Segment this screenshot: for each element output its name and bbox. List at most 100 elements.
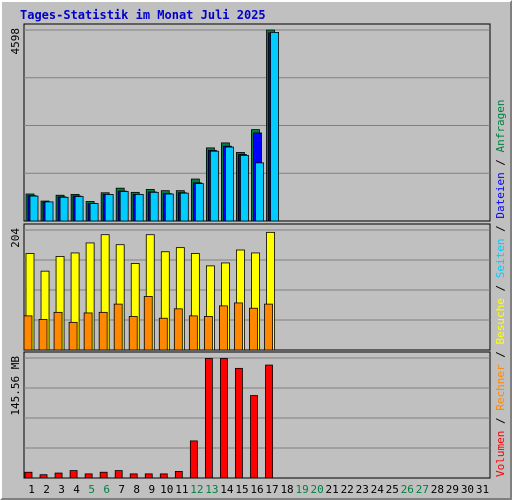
bar-rechner-day-6 <box>98 311 108 351</box>
x-tick-label: 17 <box>265 483 278 496</box>
x-tick-label: 5 <box>88 483 95 496</box>
bar-seiten-day-11 <box>179 192 189 222</box>
bar-volumen-day-4 <box>69 470 78 479</box>
x-tick-label: 1 <box>28 483 35 496</box>
x-tick-label: 13 <box>205 483 218 496</box>
x-tick-label: 27 <box>416 483 429 496</box>
bar-seiten-day-12 <box>194 183 204 222</box>
legend-item-2: Rechner <box>494 364 507 411</box>
bar-volumen-day-8 <box>129 473 138 479</box>
bar-volumen-day-14 <box>220 358 228 479</box>
x-tick-label: 23 <box>356 483 369 496</box>
bar-seiten-day-7 <box>119 191 129 222</box>
bar-rechner-day-13 <box>203 316 213 351</box>
bar-seiten-day-13 <box>209 150 219 222</box>
bar-seiten-day-5 <box>89 203 99 222</box>
bar-seiten-day-16 <box>255 162 264 222</box>
bar-rechner-day-7 <box>113 303 123 351</box>
legend-item-7: / <box>494 219 507 239</box>
bar-volumen-day-3 <box>54 472 63 479</box>
bar-rechner-day-5 <box>83 312 93 351</box>
x-tick-label: 22 <box>341 483 354 496</box>
legend-item-3: / <box>494 345 507 365</box>
x-tick-label: 20 <box>311 483 324 496</box>
bar-rechner-day-9 <box>143 296 153 351</box>
bar-seiten-day-6 <box>104 194 114 222</box>
panel-hits: 4598 <box>9 23 491 222</box>
legend-item-6: Seiten <box>494 239 507 279</box>
x-tick-label: 29 <box>446 483 459 496</box>
x-tick-label: 2 <box>43 483 50 496</box>
bar-volumen-day-2 <box>39 474 48 479</box>
bar-volumen-day-13 <box>204 358 213 479</box>
x-tick-label: 9 <box>148 483 155 496</box>
x-tick-label: 6 <box>103 483 110 496</box>
x-tick-label: 3 <box>58 483 65 496</box>
bar-rechner-day-12 <box>188 315 198 351</box>
legend-item-4: Besuche <box>494 298 507 344</box>
bar-volumen-day-9 <box>144 473 153 479</box>
x-tick-label: 14 <box>220 483 234 496</box>
bar-rechner-day-4 <box>68 321 78 351</box>
legend-item-1: / <box>494 411 507 431</box>
bar-rechner-day-15 <box>234 302 243 351</box>
bar-volumen-day-7 <box>114 470 123 479</box>
bar-seiten-day-10 <box>164 193 174 222</box>
bar-rechner-day-1 <box>23 315 33 351</box>
x-tick-label: 15 <box>235 483 248 496</box>
chart-panels: 4598 204 145.56 MB <box>9 23 491 479</box>
bar-seiten-day-17 <box>270 32 279 222</box>
x-tick-label: 12 <box>190 483 203 496</box>
legend-item-10: Anfragen <box>494 99 507 152</box>
x-tick-label: 16 <box>250 483 263 496</box>
panel-max-label: 204 <box>9 228 22 248</box>
bar-volumen-day-1 <box>24 471 33 479</box>
bar-seiten-day-15 <box>240 154 249 222</box>
bar-rechner-day-2 <box>38 319 48 351</box>
x-tick-label: 31 <box>476 483 489 496</box>
chart-title: Tages-Statistik im Monat Juli 2025 <box>20 8 266 22</box>
side-legend: Volumen / Rechner / Besuche / Seiten / D… <box>494 99 507 477</box>
legend-item-5: / <box>494 278 507 298</box>
bar-seiten-day-4 <box>74 196 84 222</box>
bar-volumen-day-5 <box>84 473 93 479</box>
legend-item-9: / <box>494 152 507 172</box>
x-tick-label: 24 <box>371 483 385 496</box>
x-tick-label: 26 <box>401 483 414 496</box>
x-tick-label: 8 <box>133 483 140 496</box>
x-tick-label: 11 <box>175 483 188 496</box>
bar-volumen-day-11 <box>174 471 183 479</box>
panel-volume: 145.56 MB <box>9 351 491 479</box>
bar-volumen-day-15 <box>235 367 243 479</box>
bar-seiten-day-9 <box>149 191 159 222</box>
bar-seiten-day-8 <box>134 194 144 222</box>
bar-volumen-day-17 <box>265 364 273 479</box>
x-tick-label: 25 <box>386 483 399 496</box>
bar-rechner-day-16 <box>249 307 258 351</box>
bar-volumen-day-6 <box>99 471 108 479</box>
panel-max-label: 4598 <box>9 28 22 55</box>
x-tick-label: 28 <box>431 483 444 496</box>
x-tick-label: 10 <box>160 483 173 496</box>
x-axis-day-labels: 1 2 3 4 5 6 7 8 9 10 11 12 13 14 15 16 17 18 19 20 21 22 23 24 2… <box>28 483 489 496</box>
x-tick-label: 18 <box>280 483 293 496</box>
panel-visits: 204 <box>9 223 491 351</box>
bar-seiten-day-3 <box>59 196 69 222</box>
bar-rechner-day-11 <box>173 308 183 351</box>
bar-rechner-day-8 <box>128 316 138 351</box>
bar-seiten-day-14 <box>225 146 234 222</box>
x-tick-label: 19 <box>295 483 308 496</box>
x-tick-label: 21 <box>326 483 339 496</box>
bar-rechner-day-10 <box>158 317 168 351</box>
x-tick-label: 7 <box>118 483 125 496</box>
bar-volumen-day-16 <box>250 395 258 479</box>
panel-max-label: 145.56 MB <box>9 356 22 416</box>
x-tick-label: 30 <box>461 483 474 496</box>
bar-seiten-day-2 <box>44 201 54 222</box>
bar-seiten-day-1 <box>29 195 39 222</box>
bar-volumen-day-12 <box>189 440 198 479</box>
bar-volumen-day-10 <box>159 473 168 479</box>
bar-rechner-day-17 <box>264 303 273 351</box>
legend-item-0: Volumen <box>494 431 507 477</box>
